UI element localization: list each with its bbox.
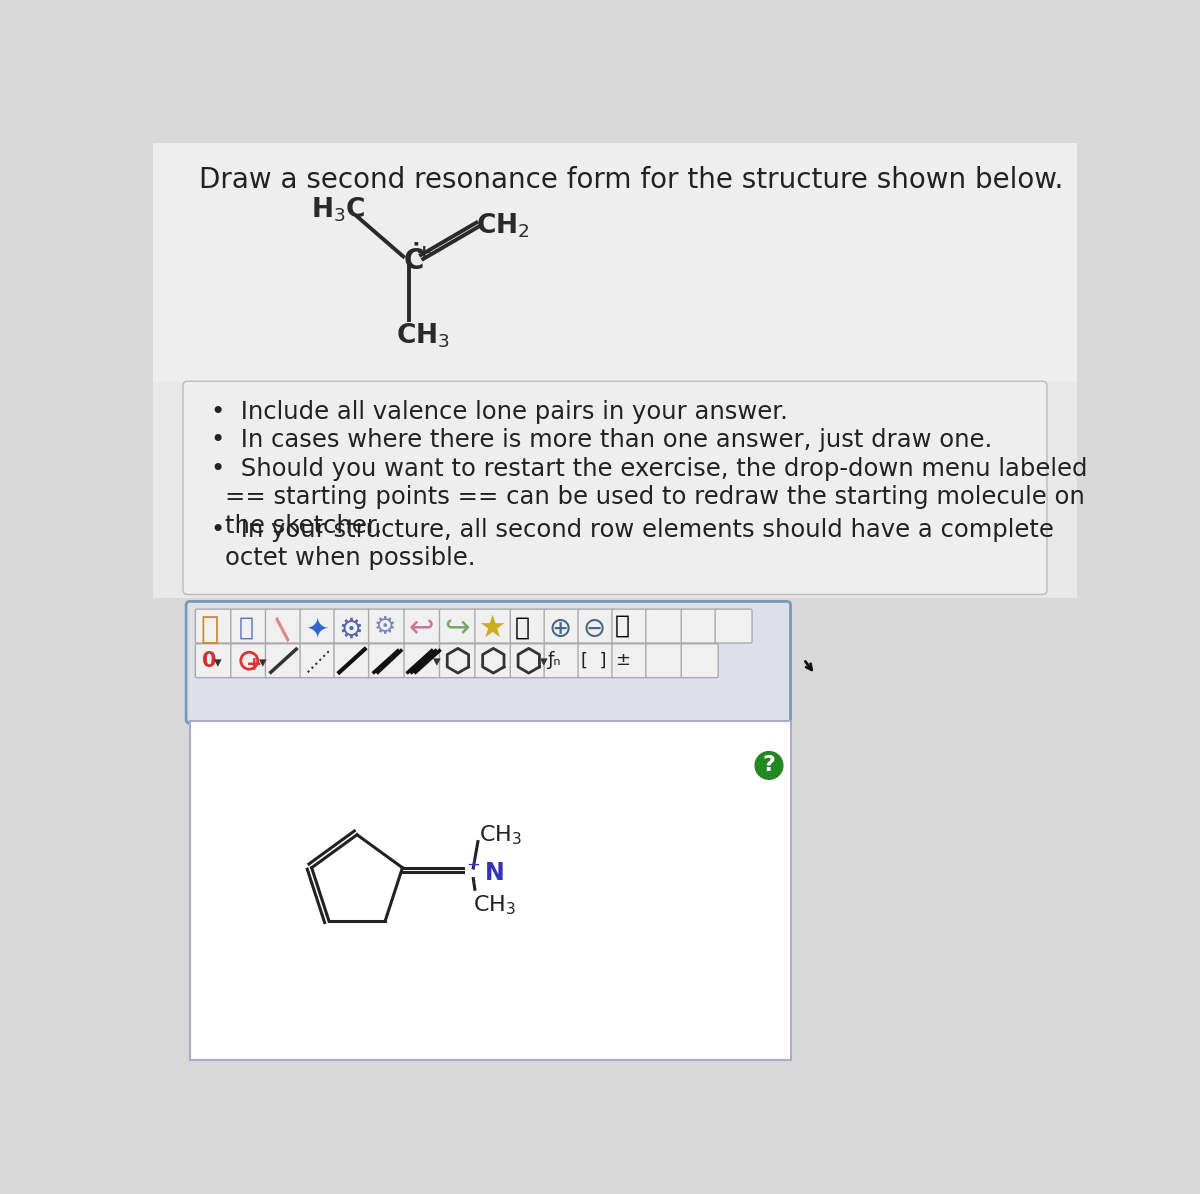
FancyBboxPatch shape — [190, 721, 791, 1059]
FancyBboxPatch shape — [510, 609, 547, 644]
Text: ✋: ✋ — [200, 615, 218, 645]
FancyBboxPatch shape — [404, 644, 440, 678]
FancyBboxPatch shape — [578, 609, 616, 644]
FancyBboxPatch shape — [439, 644, 476, 678]
Text: +: + — [246, 654, 262, 673]
FancyBboxPatch shape — [544, 609, 581, 644]
Text: •  In your structure, all second row elements should have a complete: • In your structure, all second row elem… — [211, 517, 1054, 542]
FancyBboxPatch shape — [300, 644, 337, 678]
Text: ✦: ✦ — [306, 615, 330, 644]
FancyBboxPatch shape — [404, 609, 440, 644]
Text: CH$_3$: CH$_3$ — [473, 893, 516, 917]
FancyBboxPatch shape — [300, 609, 337, 644]
Text: 0: 0 — [202, 652, 216, 671]
Text: CH$_3$: CH$_3$ — [480, 823, 522, 847]
FancyBboxPatch shape — [334, 609, 371, 644]
Text: H$_3$C: H$_3$C — [311, 196, 366, 224]
Text: Draw a second resonance form for the structure shown below.: Draw a second resonance form for the str… — [199, 166, 1063, 195]
Text: octet when possible.: octet when possible. — [224, 546, 475, 570]
Text: $^+$N: $^+$N — [463, 860, 504, 885]
Text: 🗎: 🗎 — [239, 615, 253, 639]
Text: /: / — [270, 616, 299, 645]
FancyBboxPatch shape — [196, 644, 233, 678]
Text: •  Should you want to restart the exercise, the drop-down menu labeled: • Should you want to restart the exercis… — [211, 456, 1087, 481]
FancyBboxPatch shape — [612, 644, 649, 678]
Text: ⊕: ⊕ — [548, 615, 572, 644]
FancyBboxPatch shape — [196, 609, 233, 644]
FancyBboxPatch shape — [475, 644, 512, 678]
FancyBboxPatch shape — [265, 644, 302, 678]
FancyBboxPatch shape — [544, 644, 581, 678]
FancyBboxPatch shape — [230, 644, 268, 678]
Text: ▾: ▾ — [432, 654, 440, 670]
FancyBboxPatch shape — [578, 644, 616, 678]
Text: ↪: ↪ — [444, 614, 469, 642]
Text: ▾: ▾ — [258, 656, 266, 670]
FancyBboxPatch shape — [154, 143, 1078, 382]
Text: ⊖: ⊖ — [583, 615, 606, 644]
FancyBboxPatch shape — [612, 609, 649, 644]
FancyBboxPatch shape — [334, 644, 371, 678]
FancyBboxPatch shape — [368, 644, 406, 678]
FancyBboxPatch shape — [184, 381, 1046, 595]
Text: ƒₙ: ƒₙ — [547, 652, 560, 670]
FancyBboxPatch shape — [439, 609, 476, 644]
FancyBboxPatch shape — [682, 644, 718, 678]
Text: CH$_3$: CH$_3$ — [396, 321, 450, 350]
FancyBboxPatch shape — [646, 609, 683, 644]
FancyBboxPatch shape — [154, 143, 1078, 597]
FancyBboxPatch shape — [265, 609, 302, 644]
FancyBboxPatch shape — [682, 609, 718, 644]
FancyBboxPatch shape — [646, 644, 683, 678]
Circle shape — [755, 751, 782, 780]
Text: 📋: 📋 — [515, 615, 530, 639]
Text: == starting points == can be used to redraw the starting molecule on: == starting points == can be used to red… — [224, 485, 1085, 509]
FancyBboxPatch shape — [368, 609, 406, 644]
FancyBboxPatch shape — [230, 609, 268, 644]
FancyBboxPatch shape — [475, 609, 512, 644]
Text: ▾: ▾ — [214, 656, 222, 670]
FancyBboxPatch shape — [186, 602, 791, 724]
Text: ?: ? — [762, 756, 775, 775]
Text: ⚙: ⚙ — [373, 615, 396, 639]
FancyBboxPatch shape — [715, 609, 752, 644]
Text: ±: ± — [616, 652, 630, 670]
Text: +: + — [416, 244, 433, 263]
Text: •  Include all valence lone pairs in your answer.: • Include all valence lone pairs in your… — [211, 400, 787, 424]
FancyBboxPatch shape — [510, 644, 547, 678]
Text: 🎨: 🎨 — [616, 614, 630, 638]
Text: •  In cases where there is more than one answer, just draw one.: • In cases where there is more than one … — [211, 429, 992, 453]
Text: CH$_2$: CH$_2$ — [476, 211, 530, 240]
Text: the sketcher.: the sketcher. — [224, 513, 382, 537]
Text: Ċ: Ċ — [403, 247, 424, 276]
Text: ★: ★ — [478, 614, 505, 642]
Text: ⚙: ⚙ — [338, 615, 364, 644]
Text: ▾: ▾ — [540, 654, 547, 670]
Text: ↩: ↩ — [409, 614, 434, 642]
Text: [  ]: [ ] — [581, 652, 607, 670]
